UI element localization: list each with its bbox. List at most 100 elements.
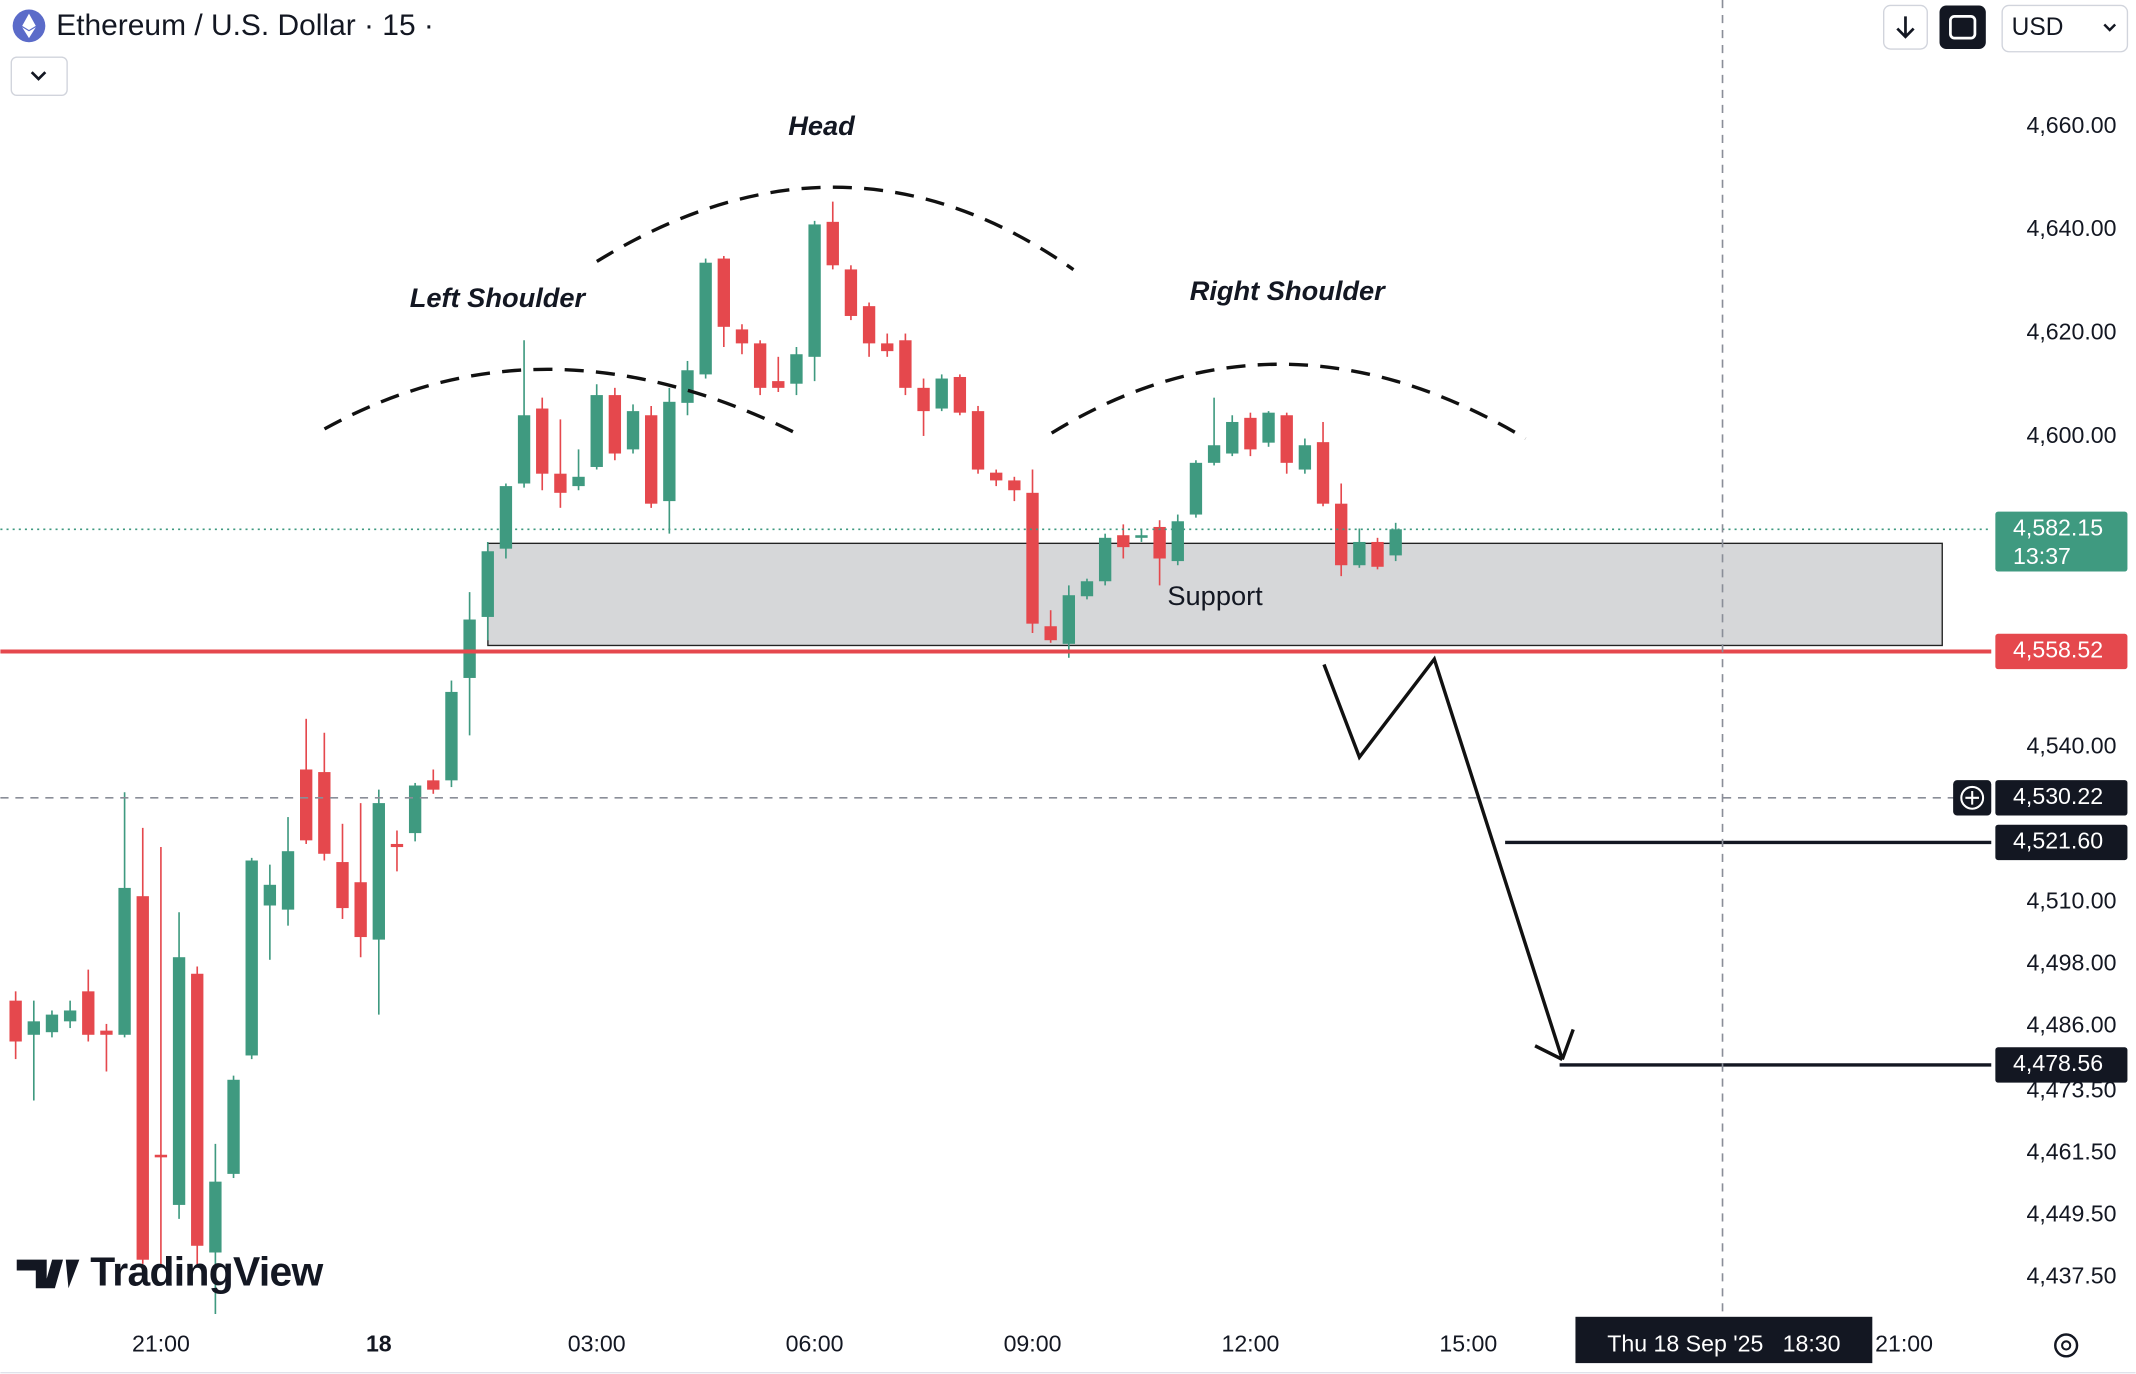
price-label-box — [1995, 511, 2128, 572]
candle-body — [1026, 492, 1039, 624]
price-label-box — [1995, 824, 2128, 861]
y-tick-label: 4,461.50 — [2027, 1138, 2117, 1164]
candle-body — [227, 1079, 240, 1174]
x-tick-label: 06:00 — [786, 1331, 844, 1357]
price-label-box — [1995, 1047, 2128, 1083]
y-tick-label: 4,449.50 — [2027, 1200, 2117, 1226]
settings-icon-core — [2061, 1340, 2072, 1351]
candle-body — [1171, 521, 1184, 562]
candle-body — [1207, 445, 1221, 463]
candle-body — [499, 486, 513, 549]
candle-body — [45, 1014, 59, 1033]
price-label-box — [1995, 780, 2128, 816]
y-tick-label: 4,540.00 — [2027, 732, 2117, 758]
candle-body — [1226, 421, 1239, 454]
settings-icon[interactable] — [2054, 1333, 2079, 1358]
y-tick-label: 4,600.00 — [2027, 422, 2117, 448]
candle-body — [9, 1000, 22, 1042]
candle-body — [1062, 595, 1075, 644]
y-tick-label: 4,437.50 — [2027, 1262, 2117, 1288]
annotation: Right Shoulder — [1190, 275, 1386, 306]
candle-body — [953, 376, 967, 413]
candle-body — [172, 957, 186, 1205]
candle-body — [808, 224, 821, 357]
candle-body — [427, 780, 440, 790]
watermark: TradingView — [90, 1248, 323, 1294]
collapse-button[interactable] — [10, 56, 68, 97]
download-icon — [1896, 16, 1915, 39]
chevron — [2103, 23, 2117, 32]
plus-icon — [1960, 785, 1985, 810]
candles — [9, 201, 1402, 1315]
candle-body — [517, 415, 531, 484]
left-shoulder-arc — [323, 367, 802, 438]
candle-body — [790, 354, 803, 384]
support-label: Support — [1167, 580, 1263, 611]
candle-body — [136, 896, 149, 1260]
candle-body — [191, 973, 204, 1246]
candle-body — [1044, 626, 1057, 641]
candle-body — [1117, 535, 1130, 548]
right-shoulder-arc — [1050, 362, 1527, 440]
x-tick-label: 12:00 — [1221, 1331, 1279, 1357]
annotation: Left Shoulder — [410, 282, 587, 313]
candle-body — [1335, 503, 1348, 566]
fullscreen-button[interactable] — [1939, 5, 1986, 50]
candle-body — [372, 803, 385, 940]
drawings — [487, 542, 1943, 647]
candle-body — [281, 851, 295, 910]
candle-body — [1080, 581, 1094, 597]
candle-body — [445, 691, 458, 781]
candle-body — [263, 884, 277, 906]
symbol-title: Ethereum / U.S. Dollar · 15 · — [56, 9, 434, 42]
candle-body — [1008, 480, 1021, 491]
candle-body — [681, 370, 694, 403]
y-tick-label: 4,510.00 — [2027, 888, 2117, 914]
candle-body — [318, 772, 331, 854]
price-label: 4,582.15 — [2013, 514, 2103, 540]
candle-body — [608, 395, 622, 454]
candle-body — [971, 411, 985, 470]
x-tick-label: 21:00 — [1875, 1331, 1933, 1357]
candle-body — [1153, 526, 1166, 559]
candle-body — [354, 882, 367, 938]
candle-body — [1353, 541, 1366, 566]
price-label: 4,478.56 — [2013, 1050, 2103, 1076]
pattern-drawings — [323, 185, 1575, 1061]
candle-body — [1316, 442, 1330, 504]
candle-body — [463, 619, 476, 678]
price-label: 4,521.60 — [2013, 828, 2103, 854]
candle-body — [699, 262, 712, 375]
currency-select[interactable] — [2001, 4, 2129, 53]
candle-body — [772, 381, 785, 388]
x-tick-label: 03:00 — [568, 1331, 626, 1357]
plus-icon — [1965, 791, 1980, 805]
candle-body — [209, 1181, 222, 1253]
candle-body — [881, 343, 894, 352]
candle-body — [990, 472, 1003, 481]
support-zone — [487, 542, 1943, 647]
y-tick-label: 4,640.00 — [2027, 215, 2117, 241]
candle-body — [645, 415, 658, 504]
candle-body — [753, 343, 767, 388]
candle-body — [1389, 529, 1402, 556]
price-countdown: 13:37 — [2013, 543, 2071, 569]
x-tick-label: 21:00 — [132, 1331, 190, 1357]
candle-body — [63, 1010, 77, 1022]
price-label-box — [1995, 633, 2128, 670]
candle-body — [717, 258, 730, 327]
candle-body — [154, 1154, 168, 1158]
crosshair-time: Thu 18 Sep '25 18:30 — [1607, 1331, 1840, 1357]
fullscreen-icon — [1949, 14, 1977, 40]
chevron — [30, 71, 47, 81]
price-label: 4,530.22 — [2013, 783, 2103, 809]
annotation: Head — [788, 110, 856, 141]
eth-glyph — [22, 13, 36, 39]
candle-body — [245, 860, 258, 1056]
candle-body — [663, 401, 676, 502]
candle-body — [300, 769, 313, 841]
y-tick-label: 4,498.00 — [2027, 950, 2117, 976]
